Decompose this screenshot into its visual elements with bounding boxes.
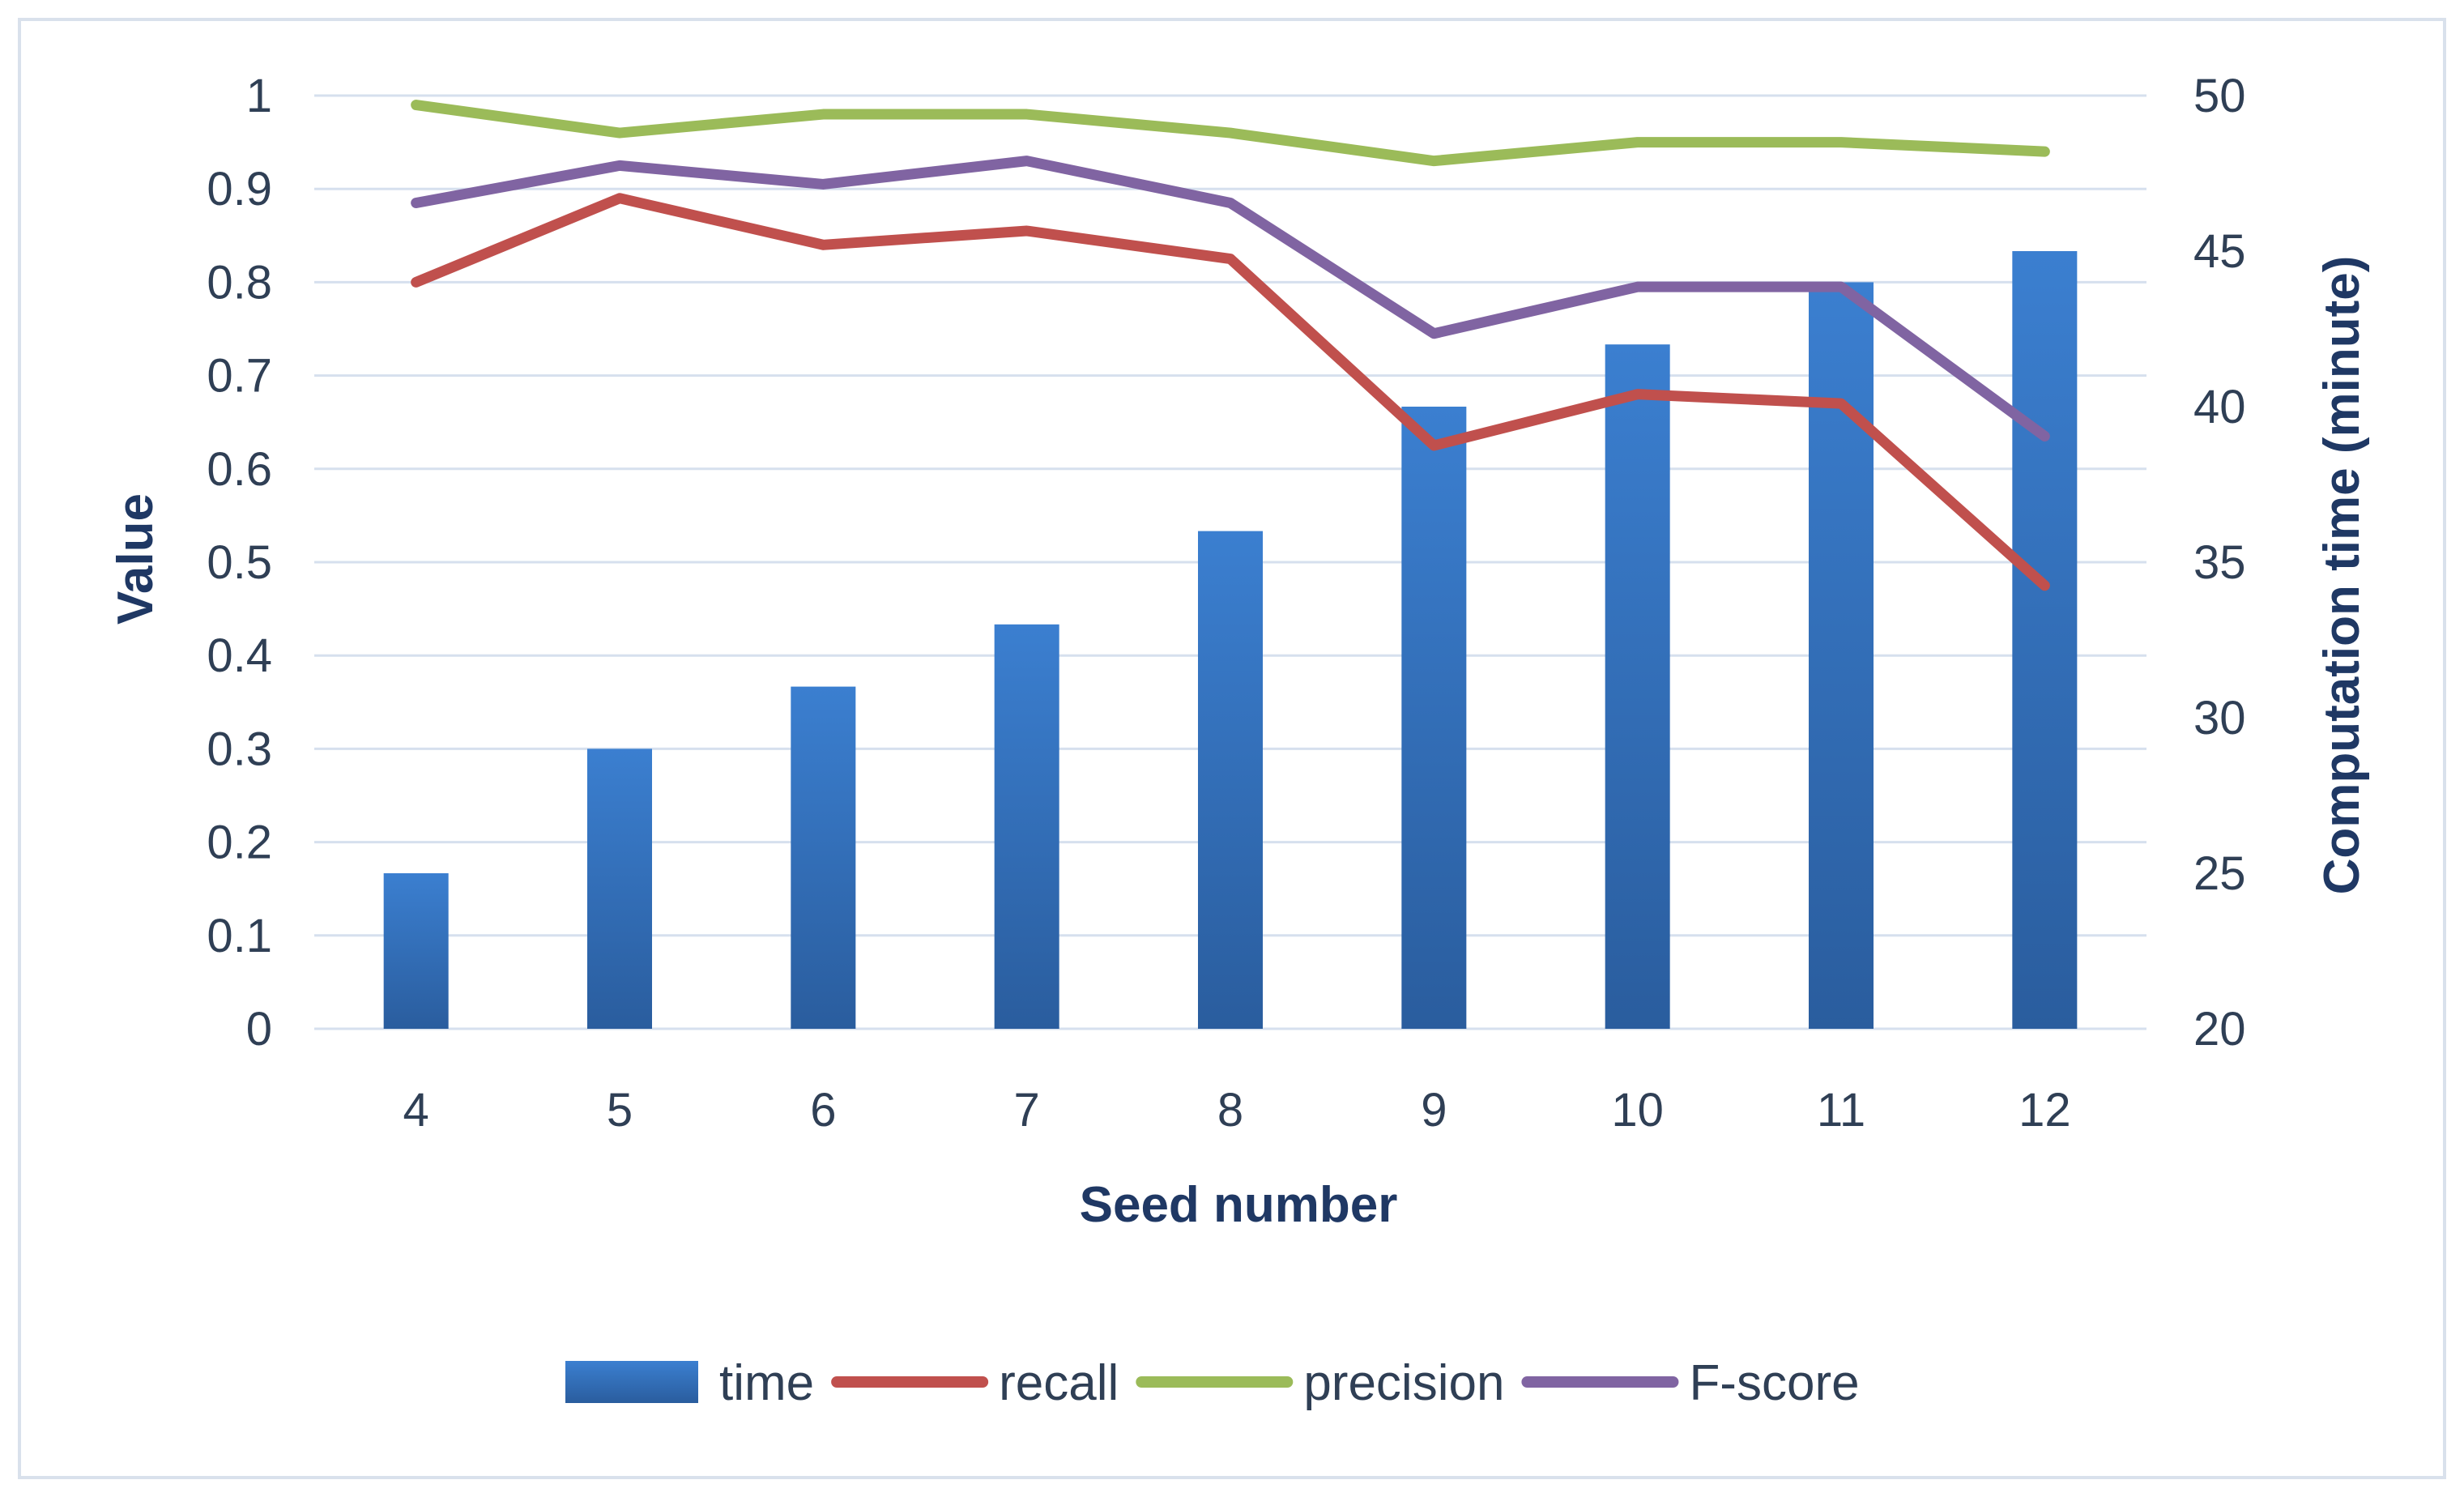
bar-time <box>791 686 856 1029</box>
bar-time <box>2012 251 2078 1029</box>
tick-labels: 0 0.1 0.2 0.3 0.4 0.5 0.6 0.7 0.8 0.9 1 20 25 30 35 40 4… <box>207 70 2245 1137</box>
y2-tick-label: 45 <box>2193 225 2246 278</box>
y-tick-label: 0.4 <box>207 629 272 682</box>
x-tick-label: 9 <box>1421 1084 1447 1137</box>
y-tick-label: 0.6 <box>207 443 272 496</box>
x-tick-label: 11 <box>1817 1084 1865 1137</box>
line-precision <box>411 100 2050 167</box>
bar-series <box>383 251 2078 1029</box>
bar-time <box>1809 282 1874 1029</box>
y-tick-label: 1 <box>246 70 272 122</box>
y-tick-label: 0.1 <box>207 910 272 962</box>
bar-time <box>1198 531 1263 1029</box>
legend: time recall precision F-score <box>565 1355 1860 1411</box>
legend-label: recall <box>999 1355 1119 1411</box>
x-tick-label: 8 <box>1217 1084 1243 1137</box>
x-tick-label: 6 <box>810 1084 836 1137</box>
x-tick-label: 5 <box>607 1084 633 1137</box>
y-tick-label: 0.5 <box>207 536 272 589</box>
bar-time <box>383 873 449 1029</box>
bar-time <box>1605 344 1670 1029</box>
y-tick-label: 0.8 <box>207 256 272 309</box>
x-tick-label: 7 <box>1014 1084 1040 1137</box>
bar-time <box>587 748 652 1029</box>
y2-axis-title: Computation time (minute) <box>2314 256 2370 895</box>
line-f-score <box>411 156 2050 441</box>
x-tick-label: 12 <box>2019 1084 2071 1137</box>
y-tick-label: 0.7 <box>207 350 272 403</box>
legend-label: time <box>719 1355 814 1411</box>
legend-label: precision <box>1303 1355 1504 1411</box>
bar-time <box>1401 407 1467 1029</box>
line-series <box>411 100 2050 591</box>
y2-tick-label: 50 <box>2193 70 2246 122</box>
y2-tick-label: 30 <box>2193 692 2246 744</box>
legend-label: F-score <box>1689 1355 1859 1411</box>
x-tick-label: 4 <box>403 1084 429 1137</box>
y2-tick-label: 20 <box>2193 1003 2246 1056</box>
y-axis-title: Value <box>108 493 164 625</box>
y-tick-label: 0.3 <box>207 723 272 775</box>
y-tick-label: 0.9 <box>207 163 272 215</box>
y2-tick-label: 40 <box>2193 381 2246 433</box>
x-tick-label: 10 <box>1611 1084 1664 1137</box>
y2-tick-label: 25 <box>2193 847 2246 900</box>
y-tick-label: 0 <box>246 1003 272 1056</box>
legend-swatch-time <box>565 1361 698 1403</box>
y-tick-label: 0.2 <box>207 817 272 869</box>
bar-time <box>994 624 1059 1029</box>
x-axis-title: Seed number <box>1080 1177 1398 1233</box>
line-recall <box>411 193 2050 591</box>
y2-tick-label: 35 <box>2193 536 2246 589</box>
